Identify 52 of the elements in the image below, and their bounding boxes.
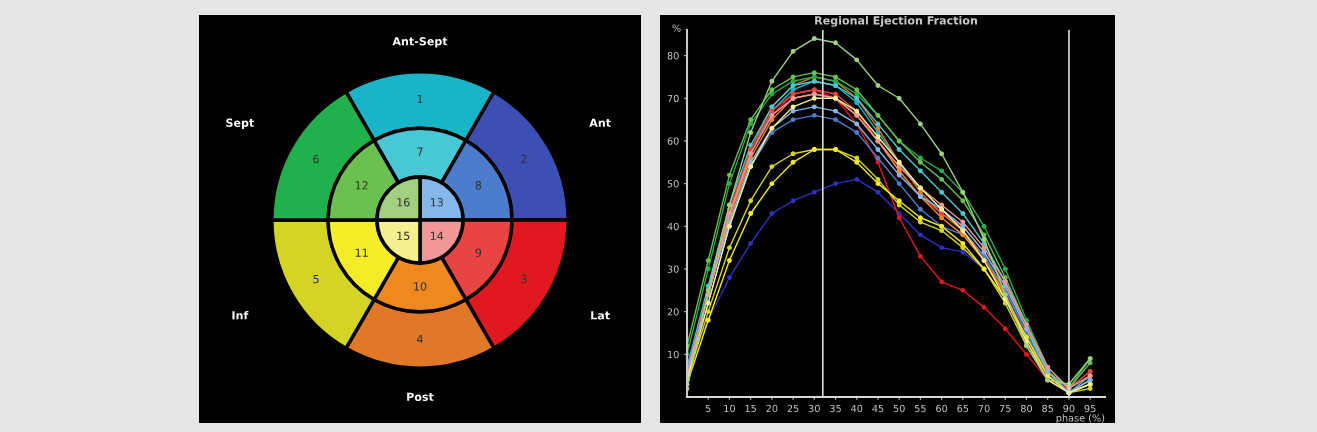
y-tick-label: 50 xyxy=(667,180,679,188)
x-tick-label: 60 xyxy=(936,404,948,413)
y-tick-label: 40 xyxy=(667,222,679,231)
x-tick-label: 45 xyxy=(872,404,884,413)
x-tick-label: 80 xyxy=(1020,404,1033,413)
x-tick-label: 10 xyxy=(724,404,735,413)
x-tick-label: 95 xyxy=(1084,404,1096,413)
x-tick-label: 40 xyxy=(851,404,863,413)
category-label: 16 xyxy=(397,198,410,207)
category-label: 6 xyxy=(313,154,319,164)
y-tick-label: 60 xyxy=(667,137,679,145)
text: Ant xyxy=(589,118,611,127)
x-tick-label: 15 xyxy=(745,404,756,413)
x-tick-label: 75 xyxy=(999,404,1011,413)
y-tick-label: 10 xyxy=(668,350,679,359)
x-tick-label: 85 xyxy=(1042,404,1054,413)
text: Sept xyxy=(226,118,255,130)
category-label: 11 xyxy=(355,248,368,257)
category-label: 13 xyxy=(430,198,443,207)
y-tick-label: 80 xyxy=(667,52,679,60)
category-label: 2 xyxy=(521,154,527,164)
x-tick-label: 5 xyxy=(705,404,711,413)
category-label: 15 xyxy=(397,231,410,240)
chart-title: Regional Ejection Fraction xyxy=(815,16,977,27)
y-tick-label: 70 xyxy=(667,94,679,103)
category-label: 7 xyxy=(417,147,423,156)
category-label: 14 xyxy=(430,231,444,240)
text: Ant-Sept xyxy=(392,37,448,48)
x-tick-label: 90 xyxy=(1063,404,1075,413)
category-label: 8 xyxy=(475,181,482,190)
category-label: 1 xyxy=(417,94,423,104)
x-tick-label: 25 xyxy=(787,404,799,413)
x-tick-label: 65 xyxy=(957,404,969,413)
category-label: 12 xyxy=(355,181,368,190)
x-tick-label: 20 xyxy=(766,404,778,413)
y-axis-title: % xyxy=(672,24,681,32)
x-tick-label: 35 xyxy=(830,404,841,413)
text: Post xyxy=(407,392,434,401)
x-axis-title: phase (%) xyxy=(1056,414,1105,424)
y-tick-label: 30 xyxy=(667,265,679,273)
category-label: 9 xyxy=(475,248,482,257)
category-label: 5 xyxy=(313,274,319,284)
x-tick-label: 50 xyxy=(893,404,905,413)
y-tick-label: 20 xyxy=(667,308,679,316)
x-tick-label: 55 xyxy=(914,404,926,413)
category-label: 4 xyxy=(417,334,423,344)
text: Inf xyxy=(232,310,249,320)
category-label: 3 xyxy=(521,274,527,284)
x-tick-label: 70 xyxy=(978,404,990,413)
x-tick-label: 30 xyxy=(808,404,820,413)
category-label: 10 xyxy=(414,282,427,291)
text: Lat xyxy=(591,311,610,320)
